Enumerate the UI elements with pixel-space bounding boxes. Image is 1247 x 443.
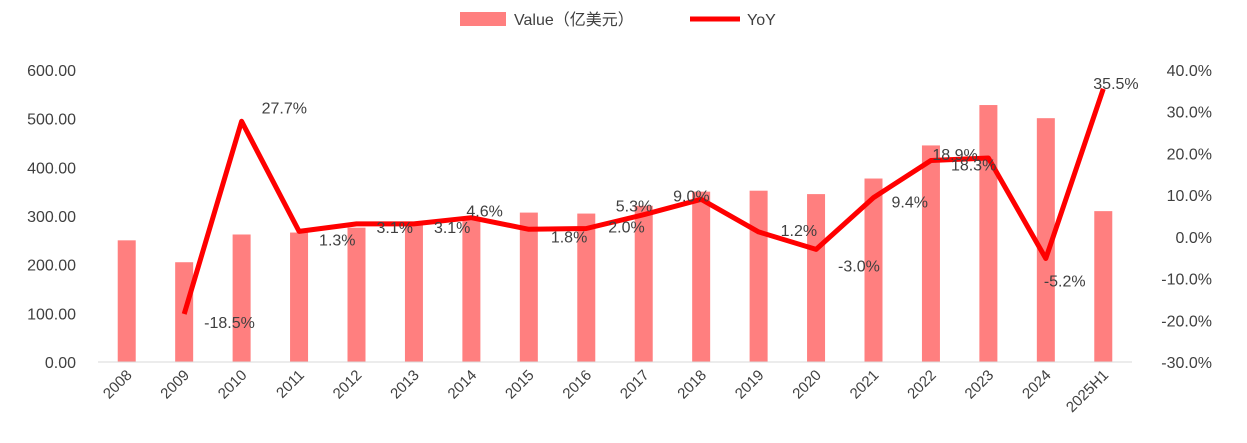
yoy-data-label: 9.0% xyxy=(673,188,709,205)
y-axis-left: 0.00 100.00 200.00 300.00 400.00 500.00 600.00 xyxy=(27,63,76,372)
x-tick-label: 2025H1 xyxy=(1063,367,1112,416)
yoy-data-label: 18.9% xyxy=(932,147,977,164)
bar xyxy=(692,191,711,362)
bar xyxy=(864,178,883,362)
x-tick-label: 2019 xyxy=(732,367,768,403)
bar xyxy=(1094,211,1113,362)
legend-label-yoy: YoY xyxy=(747,12,776,29)
yoy-data-label: 35.5% xyxy=(1093,76,1138,93)
yoy-data-label: 4.6% xyxy=(466,204,502,221)
yoy-data-label: 1.3% xyxy=(319,232,355,249)
yoy-data-label: -5.2% xyxy=(1044,274,1086,291)
y-left-tick-label: 200.00 xyxy=(27,258,76,275)
bar xyxy=(404,222,423,362)
bar xyxy=(117,240,136,362)
bar xyxy=(749,190,768,362)
x-tick-label: 2015 xyxy=(502,367,538,403)
y-right-tick-label: 30.0% xyxy=(1167,105,1212,122)
x-tick-label: 2017 xyxy=(617,367,653,403)
yoy-data-label: 1.2% xyxy=(781,223,817,240)
y-right-tick-label: 40.0% xyxy=(1167,63,1212,80)
yoy-data-label: 1.8% xyxy=(551,229,587,246)
x-tick-label: 2022 xyxy=(904,367,940,403)
legend-label-value: Value（亿美元） xyxy=(514,11,634,29)
y-left-tick-label: 100.00 xyxy=(27,306,76,323)
yoy-data-label: 2.0% xyxy=(608,220,644,237)
y-right-tick-label: 10.0% xyxy=(1167,188,1212,205)
bar xyxy=(462,218,481,362)
x-tick-label: 2009 xyxy=(157,367,193,403)
y-left-tick-label: 300.00 xyxy=(27,209,76,226)
x-tick-label: 2010 xyxy=(215,367,251,403)
x-tick-label: 2023 xyxy=(962,367,998,403)
bar xyxy=(290,232,309,362)
legend-swatch-value xyxy=(460,12,506,26)
bar xyxy=(1036,118,1055,363)
x-tick-label: 2008 xyxy=(100,367,136,403)
yoy-data-label: 5.3% xyxy=(616,199,652,216)
yoy-data-label: 18.3% xyxy=(951,158,996,175)
y-left-tick-label: 500.00 xyxy=(27,112,76,129)
x-tick-label: 2021 xyxy=(847,367,883,403)
y-left-tick-label: 600.00 xyxy=(27,63,76,80)
x-axis: 2008 2009 2010 2011 2012 2013 2014 2015 2016 2017… xyxy=(100,367,1112,416)
x-tick-label: 2016 xyxy=(559,367,595,403)
yoy-data-label: 3.1% xyxy=(377,220,413,237)
x-tick-label: 2012 xyxy=(330,367,366,403)
y-right-tick-label: -10.0% xyxy=(1161,272,1212,289)
x-tick-label: 2013 xyxy=(387,367,423,403)
bar xyxy=(634,205,653,362)
y-right-tick-label: -20.0% xyxy=(1161,313,1212,330)
y-axis-right: -30.0% -20.0% -10.0% 0.0% 10.0% 20.0% 30.0% 40.… xyxy=(1161,63,1212,372)
x-tick-label: 2011 xyxy=(273,367,308,402)
yoy-line xyxy=(181,87,1106,315)
yoy-data-label: -18.5% xyxy=(204,315,255,332)
bar xyxy=(347,227,366,362)
y-right-tick-label: -30.0% xyxy=(1161,355,1212,372)
bar xyxy=(807,194,826,362)
x-tick-label: 2024 xyxy=(1019,367,1055,403)
x-tick-label: 2014 xyxy=(445,367,481,403)
y-left-tick-label: 0.00 xyxy=(45,355,76,372)
bar-series xyxy=(117,105,1113,363)
y-right-tick-label: 20.0% xyxy=(1167,146,1212,163)
yoy-data-label: -3.0% xyxy=(838,258,880,275)
bar xyxy=(232,234,251,362)
bar xyxy=(921,145,940,362)
y-left-tick-label: 400.00 xyxy=(27,160,76,177)
yoy-data-label: 9.4% xyxy=(892,195,928,212)
yoy-data-label: 27.7% xyxy=(262,100,307,117)
bar xyxy=(577,213,596,362)
yoy-data-label: 3.1% xyxy=(434,220,470,237)
yoy-data-labels: -18.5%27.7%1.3%3.1% 3.1%4.6%1.8%2.0%5.3%9… xyxy=(204,76,1138,332)
y-right-tick-label: 0.0% xyxy=(1176,230,1212,247)
chart-legend: Value（亿美元） YoY xyxy=(460,11,776,29)
x-tick-label: 2020 xyxy=(789,367,825,403)
bar xyxy=(979,105,998,362)
x-tick-label: 2018 xyxy=(674,367,710,403)
bar xyxy=(519,212,538,362)
